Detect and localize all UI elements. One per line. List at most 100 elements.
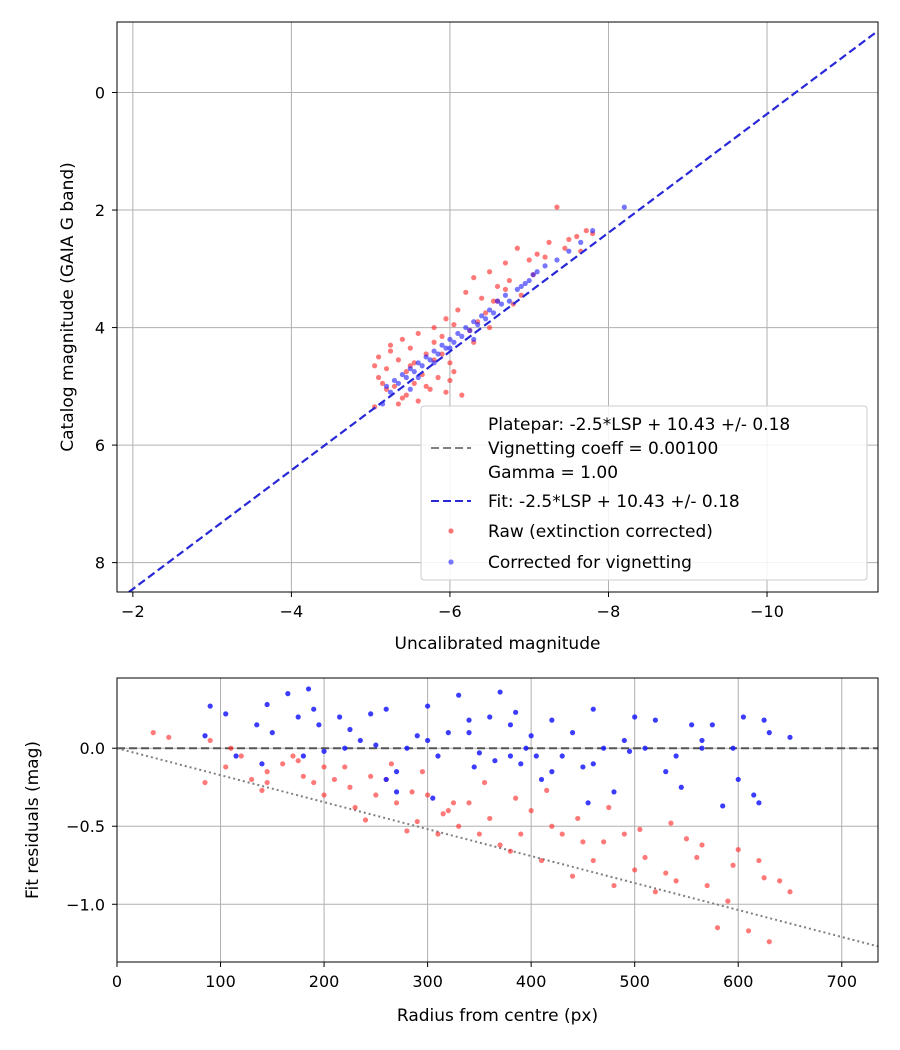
x-tick-label: −2 — [121, 602, 145, 621]
legend-blue-dot-handle — [448, 559, 454, 565]
raw-point — [486, 324, 493, 331]
corrected-point — [415, 360, 421, 366]
corrected-point — [391, 377, 398, 384]
corrected-residual-point — [699, 737, 705, 744]
corrected-residual-point — [393, 789, 400, 795]
raw-point — [391, 383, 398, 389]
corrected-residual-point — [223, 711, 229, 717]
corrected-residual-point — [766, 730, 772, 736]
raw-residual-point — [414, 818, 420, 825]
corrected-residual-point — [466, 730, 472, 736]
corrected-residual-point — [425, 737, 431, 744]
corrected-residual-point — [590, 706, 596, 712]
raw-residual-point — [290, 753, 296, 759]
corrected-point — [435, 351, 441, 357]
top-y-axis-label: Catalog magnitude (GAIA G band) — [58, 162, 78, 452]
raw-point — [486, 269, 493, 275]
corrected-point — [407, 366, 413, 372]
raw-residual-point — [673, 878, 679, 884]
top-x-axis-label: Uncalibrated magnitude — [395, 634, 601, 654]
corrected-residual-point — [756, 800, 762, 806]
corrected-point — [415, 374, 421, 381]
raw-residual-point — [207, 737, 213, 744]
raw-residual-point — [590, 857, 596, 864]
raw-residual-point — [621, 831, 627, 837]
bottom-ticks: 0 100 200 300 400 500 600 700 0.0 −0.5 −1.0 — [66, 739, 857, 991]
raw-point — [395, 401, 402, 407]
corrected-residual-point — [347, 726, 353, 733]
corrected-residual-point — [487, 714, 493, 720]
bottom-data-points — [150, 686, 793, 945]
raw-residual-point — [756, 857, 762, 864]
raw-residual-point — [425, 792, 431, 798]
raw-point — [463, 289, 469, 295]
raw-point — [526, 257, 532, 263]
bottom-axes-frame — [116, 677, 879, 963]
corrected-residual-point — [393, 769, 400, 775]
corrected-point — [407, 386, 413, 392]
corrected-residual-point — [414, 733, 420, 739]
corrected-residual-point — [601, 745, 607, 751]
raw-residual-point — [264, 769, 270, 775]
raw-point — [387, 348, 394, 354]
raw-residual-point — [704, 882, 710, 889]
corrected-point — [403, 374, 409, 381]
raw-point — [403, 369, 409, 375]
x-tick-label: 500 — [619, 972, 650, 991]
corrected-residual-point — [642, 745, 648, 751]
raw-residual-point — [601, 839, 607, 845]
corrected-residual-point — [445, 730, 451, 736]
raw-residual-point — [559, 831, 565, 837]
corrected-residual-point — [254, 722, 260, 728]
corrected-point — [483, 316, 489, 322]
corrected-point — [526, 277, 532, 284]
corrected-residual-point — [430, 795, 436, 801]
corrected-residual-point — [269, 730, 275, 736]
raw-point — [443, 389, 449, 395]
corrected-point — [399, 371, 405, 378]
raw-point — [387, 342, 394, 348]
x-tick-label: 0 — [112, 972, 122, 991]
corrected-point — [486, 307, 493, 313]
raw-residual-point — [481, 779, 488, 786]
corrected-residual-point — [523, 745, 529, 751]
raw-point — [411, 380, 417, 386]
x-tick-label: 400 — [516, 972, 547, 991]
raw-point — [447, 360, 453, 366]
raw-residual-point — [497, 842, 503, 848]
x-tick-label: −10 — [750, 602, 784, 621]
raw-residual-point — [714, 925, 721, 931]
corrected-residual-point — [761, 717, 767, 723]
corrected-residual-point — [383, 706, 389, 712]
raw-residual-point — [362, 817, 369, 823]
corrected-residual-point — [321, 748, 327, 754]
corrected-residual-point — [337, 714, 343, 720]
corrected-residual-point — [476, 750, 482, 756]
corrected-residual-point — [549, 769, 555, 775]
raw-point — [383, 366, 390, 372]
corrected-point — [447, 336, 453, 342]
corrected-point — [471, 319, 477, 325]
raw-point — [395, 357, 402, 363]
corrected-point — [534, 269, 540, 275]
x-tick-label: −8 — [597, 602, 621, 621]
raw-residual-point — [652, 889, 658, 895]
corrected-residual-point — [202, 733, 208, 739]
raw-residual-point — [450, 800, 457, 806]
raw-residual-point — [202, 779, 208, 786]
raw-residual-point — [456, 823, 462, 829]
corrected-point — [471, 336, 477, 342]
bottom-y-axis-label: Fit residuals (mag) — [23, 741, 43, 899]
corrected-point — [459, 333, 465, 339]
x-tick-label: −4 — [280, 602, 304, 621]
corrected-residual-point — [590, 761, 596, 767]
corrected-point — [578, 239, 584, 245]
corrected-residual-point — [730, 745, 736, 751]
legend-label: Platepar: -2.5*LSP + 10.43 +/- 0.18 — [488, 415, 790, 435]
raw-point — [502, 286, 509, 292]
x-tick-label: 200 — [309, 972, 340, 991]
raw-point — [546, 239, 552, 245]
raw-residual-point — [518, 831, 524, 837]
corrected-residual-point — [751, 792, 757, 798]
legend-red-dot-handle — [448, 528, 454, 534]
